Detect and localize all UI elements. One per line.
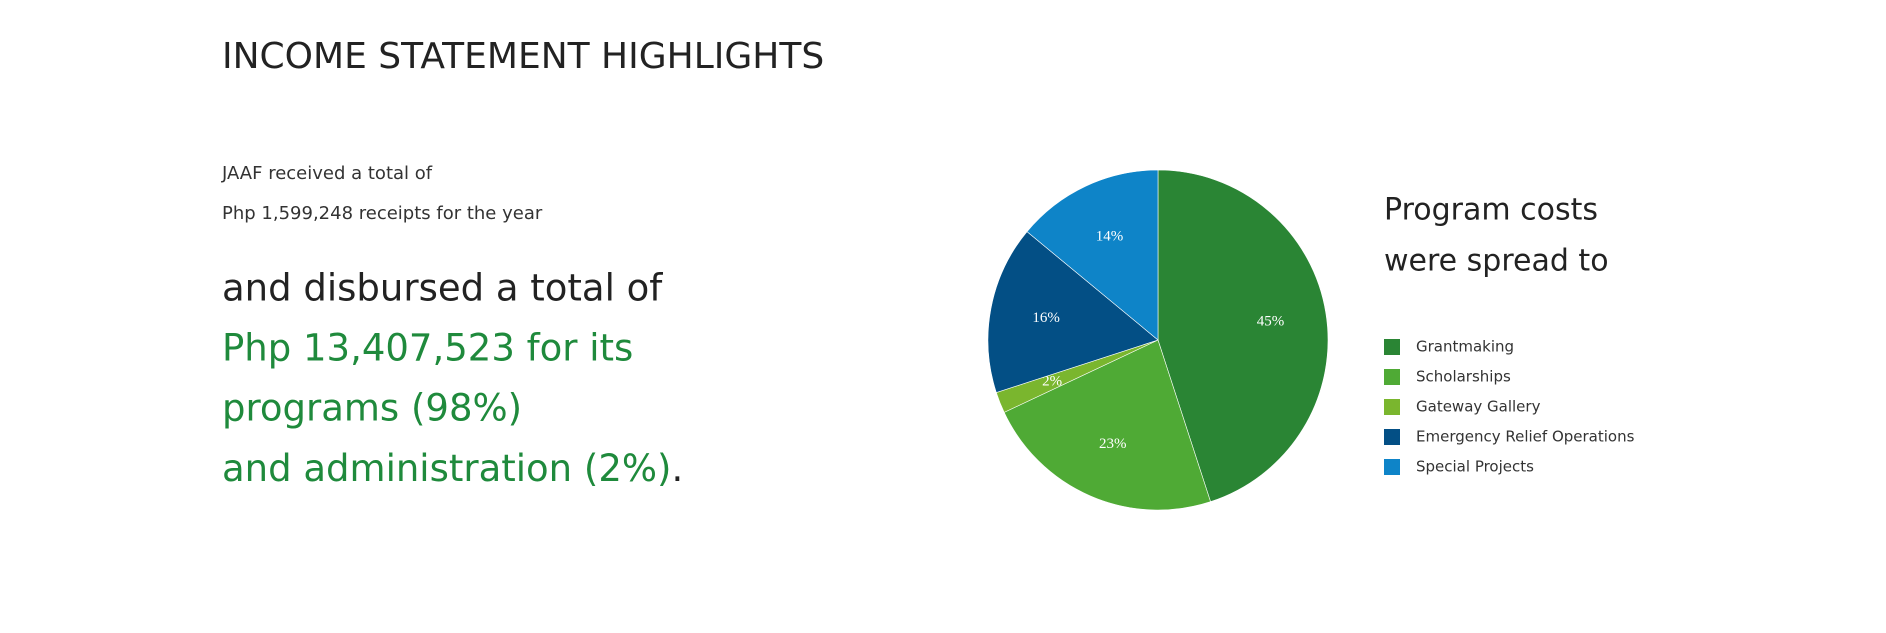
chart-title: were spread to [1384, 244, 1609, 279]
slice-label: 45% [1257, 314, 1285, 330]
slice-label: 2% [1042, 373, 1062, 389]
legend-swatch [1384, 339, 1400, 355]
slice-label: 23% [1099, 436, 1127, 452]
chart-title: Program costs [1384, 193, 1598, 228]
slice-label: 16% [1032, 310, 1060, 326]
slice-label: 14% [1096, 228, 1124, 244]
pie-slice [1157, 169, 1329, 503]
legend-label: Emergency Relief Operations [1416, 428, 1635, 446]
disbursed-suffix: . [671, 447, 683, 490]
legend-label: Grantmaking [1416, 338, 1514, 356]
disbursed-line: programs (98%) [222, 387, 522, 430]
intro-line: JAAF received a total of [221, 163, 433, 184]
pie-slice [1026, 169, 1159, 341]
legend-label: Special Projects [1416, 458, 1534, 476]
pie-slice [1003, 339, 1211, 511]
disbursed-line: and administration (2%). [222, 447, 683, 490]
legend-swatch [1384, 429, 1400, 445]
pie-slice [987, 231, 1159, 393]
legend-swatch [1384, 459, 1400, 475]
legend-swatch [1384, 369, 1400, 385]
legend-label: Gateway Gallery [1416, 398, 1541, 416]
intro-line: Php 1,599,248 receipts for the year [222, 203, 543, 224]
disbursed-line: Php 13,407,523 for its [222, 327, 633, 370]
disbursed-line-text: and administration (2%) [222, 447, 671, 490]
legend-swatch [1384, 399, 1400, 415]
page-title: INCOME STATEMENT HIGHLIGHTS [222, 36, 824, 77]
disbursed-lead: and disbursed a total of [222, 267, 663, 310]
legend-label: Scholarships [1416, 368, 1511, 386]
